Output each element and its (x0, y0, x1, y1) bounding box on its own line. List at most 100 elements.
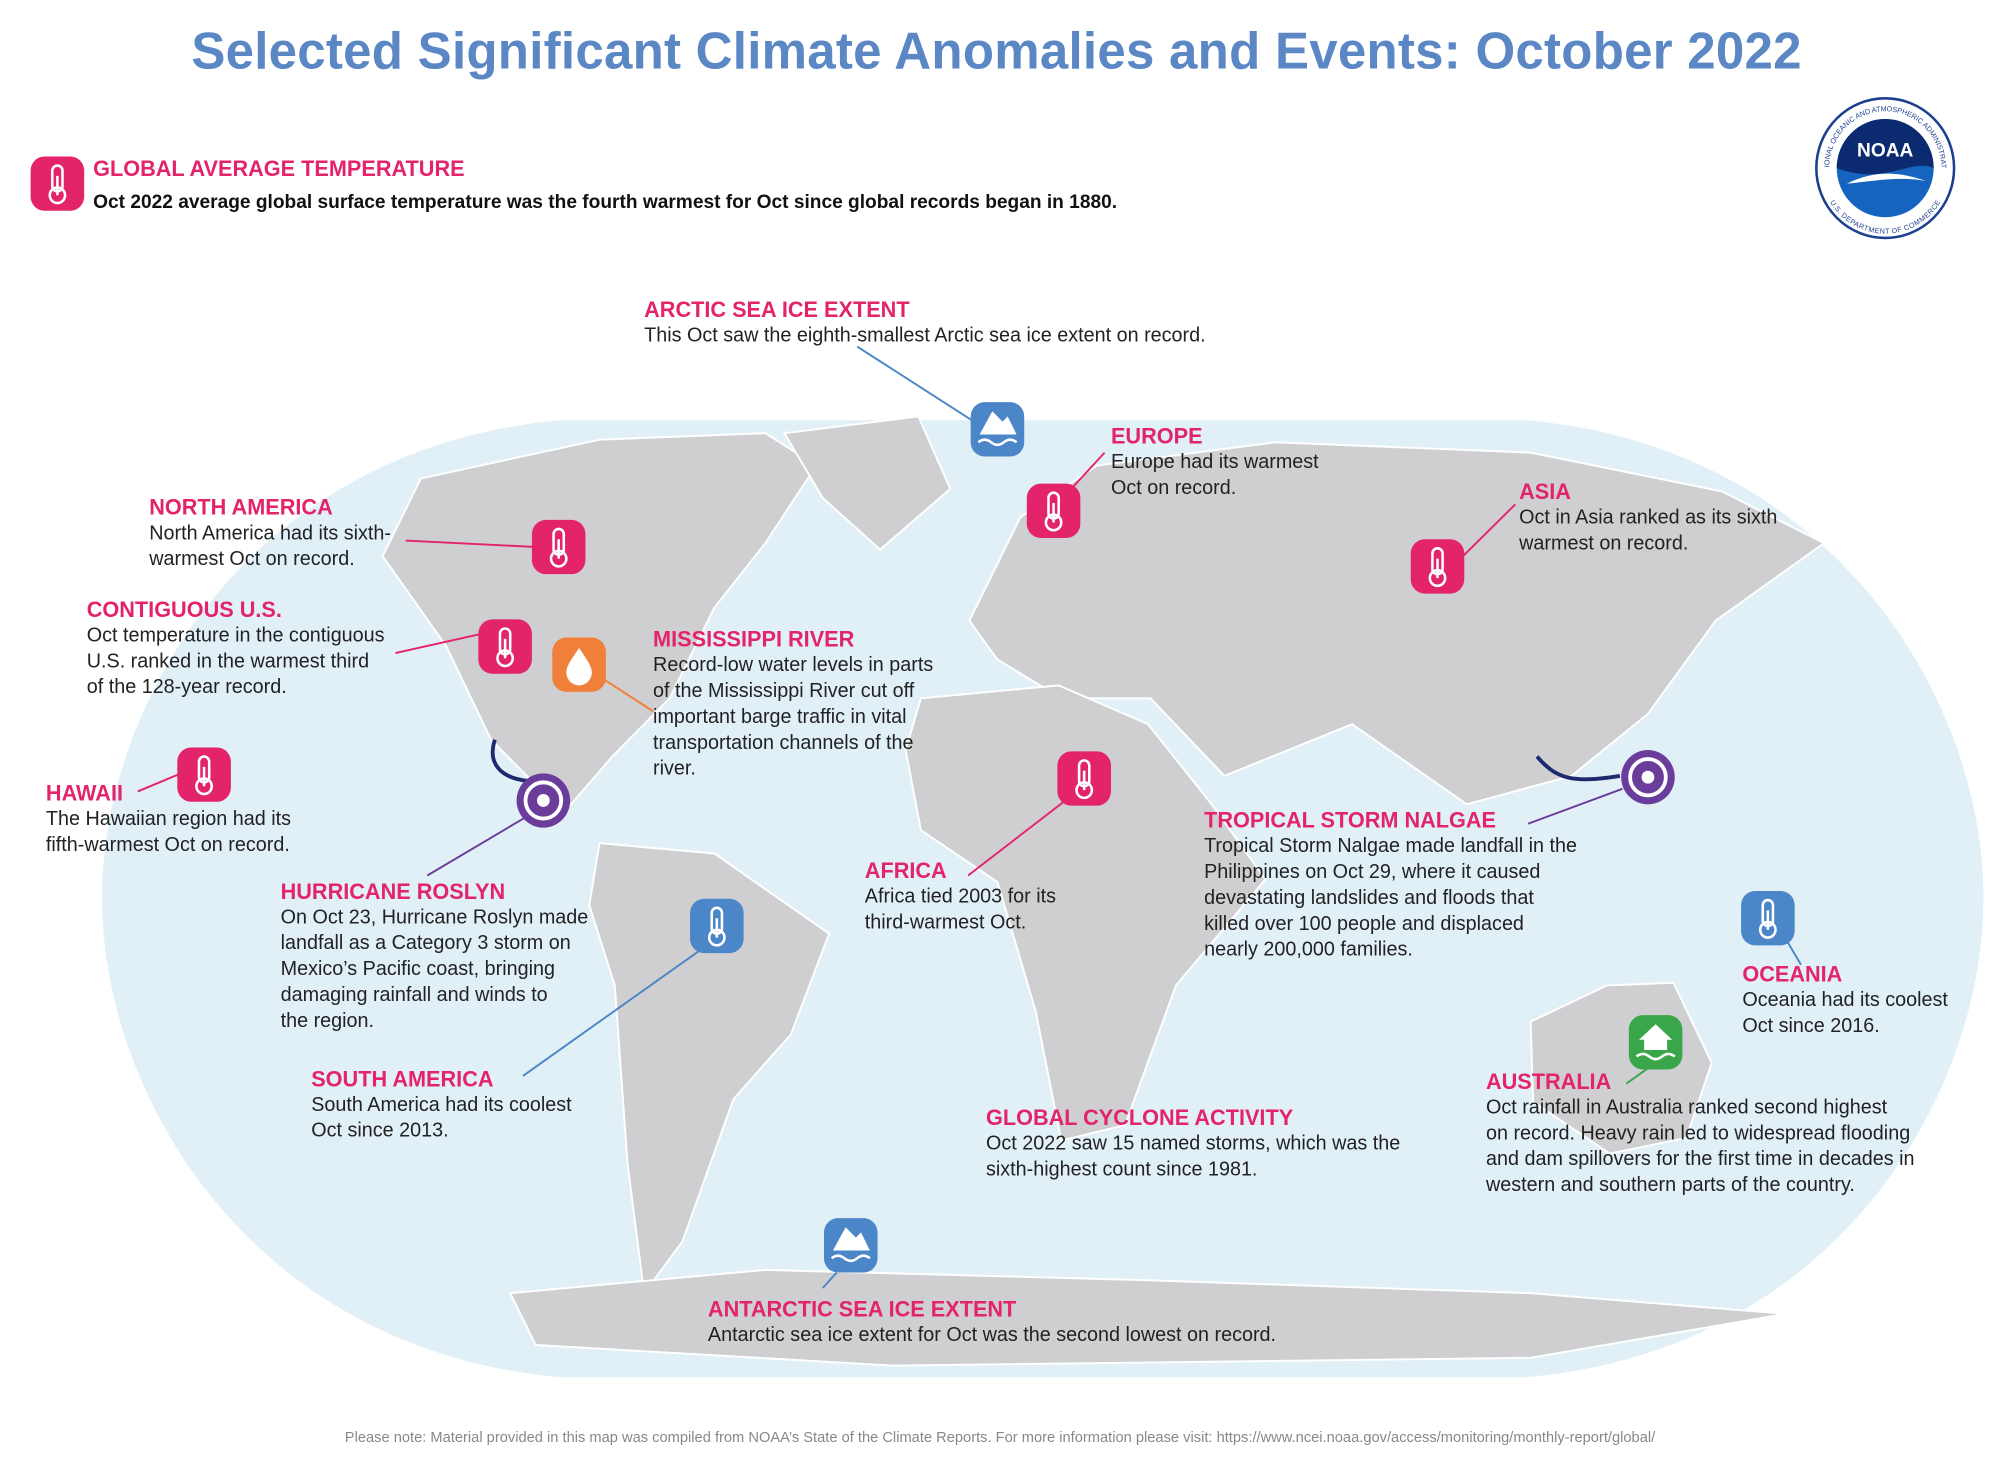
storm-tracks (490, 739, 1621, 784)
event-text: third-warmest Oct. (864, 911, 1027, 934)
event-text: important barge traffic in vital (653, 706, 907, 729)
event: EUROPE Europe had its warmest Oct on recor… (1111, 424, 1319, 502)
icon (1026, 483, 1081, 538)
event-title: AUSTRALIA (1485, 1069, 1612, 1095)
event-title: SOUTH AMERICA (311, 1066, 494, 1092)
event-text: Europe had its warmest (1110, 451, 1319, 474)
event: GLOBAL CYCLONE ACTIVITY Oct 2022 saw 15 n… (986, 1106, 1400, 1184)
event-text: Oct temperature in the contiguous (86, 624, 385, 647)
connector (395, 632, 483, 655)
footnote: Please note: Material provided in this m… (344, 1430, 1656, 1446)
event: AFRICA Africa tied 2003 for its third-warm… (865, 859, 1056, 937)
icon-glyph (523, 780, 564, 821)
event-text: killed over 100 people and displaced (1204, 912, 1524, 935)
connector (1527, 787, 1623, 825)
event-text: Mexico’s Pacific coast, bringing (280, 958, 555, 981)
global-temperature-text: Oct 2022 average global surface temperat… (93, 191, 1118, 214)
event-text: river. (653, 757, 696, 780)
global-temperature: GLOBAL AVERAGE TEMPERATURE Oct 2022 aver… (93, 156, 1117, 215)
eurasia (968, 441, 1826, 806)
event-title: MISSISSIPPI RIVER (653, 627, 855, 652)
icon (1741, 891, 1795, 946)
event: CONTIGUOUS U.S. Oct temperature in the co… (87, 597, 385, 700)
event-text: Oceania had its coolest (1742, 989, 1948, 1012)
event-text: fifth-warmest Oct on record. (45, 834, 290, 857)
event-title: ASIA (1519, 479, 1571, 505)
event-text: Philippines on Oct 29, where it caused (1204, 861, 1541, 884)
event: NORTH AMERICA North America had its sixth… (149, 495, 391, 573)
global-temperature-heading: GLOBAL AVERAGE TEMPERATURE (93, 156, 465, 182)
icon (516, 773, 571, 828)
event-text: Oct 2022 saw 15 named storms, which was … (985, 1132, 1401, 1155)
event-text: U.S. ranked in the warmest third (86, 650, 370, 673)
event: ANTARCTIC SEA ICE EXTENT Antarctic sea ic… (708, 1297, 1276, 1349)
event-text: the region. (280, 1009, 375, 1032)
event: TROPICAL STORM NALGAE Tropical Storm Nalg… (1204, 808, 1577, 963)
page-title: Selected Significant Climate Anomalies a… (191, 23, 1802, 81)
event-text: damaging rainfall and winds to (280, 984, 548, 1007)
icon (970, 402, 1025, 457)
event-title: ARCTIC SEA ICE EXTENT (644, 297, 910, 323)
icons (30, 156, 1795, 1273)
event-text: of the Mississippi River cut off (653, 680, 915, 703)
event-title: ANTARCTIC SEA ICE EXTENT (707, 1297, 1017, 1322)
event-text: warmest on record. (1519, 532, 1689, 555)
event-text: transportation channels of the (653, 731, 914, 754)
event-title: CONTIGUOUS U.S. (86, 597, 282, 623)
connectors (137, 345, 1802, 1289)
event-title: OCEANIA (1742, 962, 1843, 987)
noaa-logo: NATIONAL OCEANIC AND ATMOSPHERIC ADMINIS… (1815, 96, 1956, 240)
event-text: western and southern parts of the countr… (1485, 1174, 1855, 1197)
africa (904, 684, 1267, 1142)
event-text: Oct since 2013. (311, 1119, 449, 1142)
event-text: This Oct saw the eighth-smallest Arctic … (644, 324, 1206, 347)
event-text: warmest Oct on record. (149, 548, 355, 571)
icon (823, 1218, 878, 1273)
event-text: Tropical Storm Nalgae made landfall in t… (1204, 835, 1577, 858)
icon (690, 898, 744, 954)
connector (137, 772, 182, 793)
connector (856, 345, 973, 422)
logo-sky (1836, 118, 1934, 175)
icon-glyph (536, 794, 550, 807)
event-text: devastating landslides and floods that (1204, 887, 1534, 910)
south-america (588, 842, 831, 1296)
logo-abbr: NOAA (1857, 140, 1913, 161)
icon-glyph (1635, 1052, 1676, 1061)
icon-glyph (977, 438, 1018, 447)
icon-glyph (832, 1227, 870, 1251)
connector (1625, 1067, 1649, 1085)
icon-glyph (1639, 1024, 1673, 1051)
icon-glyph (979, 411, 1017, 435)
event: HAWAII The Hawaiian region had its fifth-w… (46, 781, 291, 859)
connector (426, 816, 526, 877)
continents (381, 415, 1826, 1367)
roslyn-track (490, 739, 530, 784)
event: HURRICANE ROSLYN On Oct 23, Hurricane Ros… (281, 879, 589, 1034)
nalgae-track (1535, 755, 1621, 782)
event-text: Oct since 2016. (1742, 1015, 1880, 1038)
event: ARCTIC SEA ICE EXTENT This Oct saw the ei… (644, 297, 1206, 349)
connector (1784, 938, 1802, 966)
icon-glyph (1628, 757, 1668, 798)
event-text: On Oct 23, Hurricane Roslyn made (280, 906, 589, 929)
event-text: on record. Heavy rain led to widespread … (1485, 1122, 1911, 1145)
icon (30, 156, 85, 211)
event-title: HURRICANE ROSLYN (280, 879, 506, 904)
icon (552, 637, 606, 692)
event-text: Oct rainfall in Australia ranked second … (1485, 1096, 1888, 1119)
event-text: sixth-highest count since 1981. (985, 1158, 1258, 1181)
icon (177, 747, 231, 802)
event-text: South America had its coolest (311, 1094, 572, 1117)
event-text: North America had its sixth- (149, 522, 391, 545)
icon-glyph (1641, 770, 1655, 784)
event-text: The Hawaiian region had its (45, 808, 291, 831)
event-text: Oct in Asia ranked as its sixth (1519, 506, 1778, 529)
event: SOUTH AMERICA South America had its coole… (311, 1067, 571, 1145)
icon-glyph (830, 1254, 871, 1263)
event-text: of the 128-year record. (86, 676, 287, 699)
connector (967, 800, 1065, 877)
event-text: landfall as a Category 3 storm on (280, 932, 571, 955)
